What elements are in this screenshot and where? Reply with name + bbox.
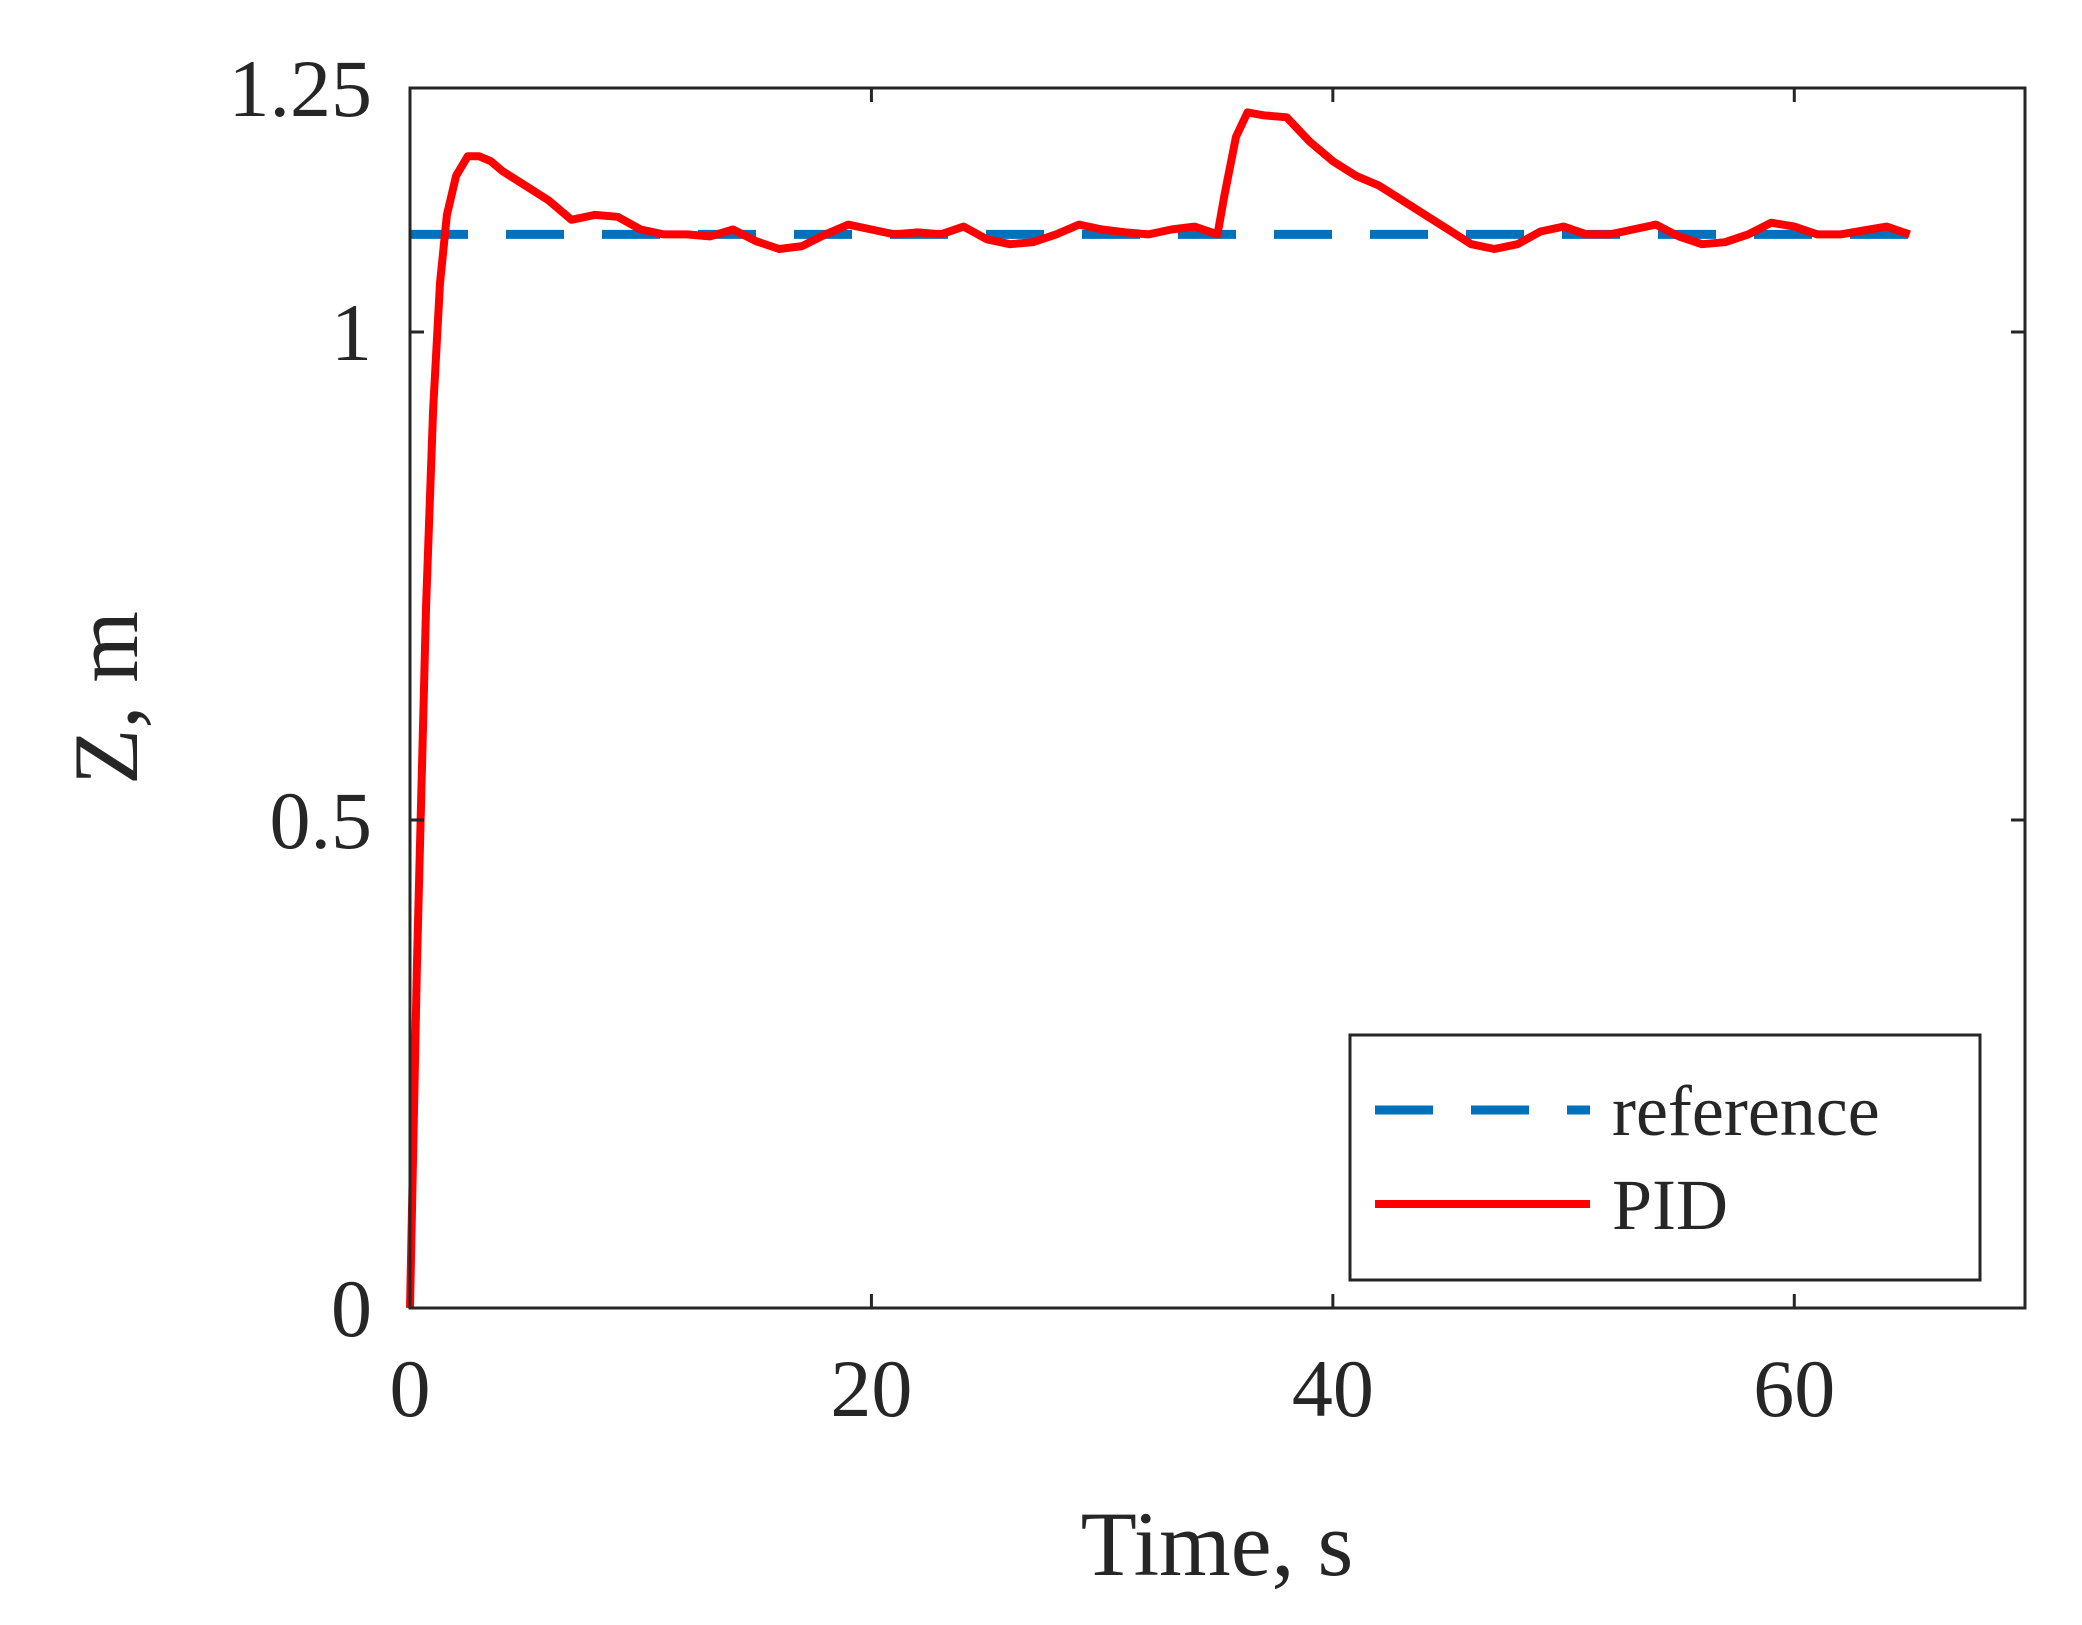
- legend-box: [1348, 1033, 1982, 1282]
- x-tick-label: 0: [390, 1343, 431, 1434]
- y-axis-title: Z, m: [55, 611, 157, 785]
- x-tick-label: 20: [830, 1343, 912, 1434]
- y-tick-label: 0.5: [270, 775, 373, 866]
- axis-ticks: 0 20 40 60 0 0.5 1 1.25: [229, 43, 2025, 1434]
- series-line-pid: [406, 108, 1911, 1309]
- legend-label-pid: PID: [1612, 1165, 1728, 1245]
- plot-series: [406, 108, 1911, 1309]
- legend-label-reference: reference: [1612, 1071, 1880, 1151]
- legend: reference PID: [1348, 1033, 1982, 1282]
- axes-frame: [408, 86, 2027, 1310]
- x-tick-label: 60: [1753, 1343, 1835, 1434]
- y-tick-label: 1.25: [229, 43, 373, 134]
- y-tick-label: 1: [331, 287, 372, 378]
- x-axis-title: Time, s: [1081, 1493, 1354, 1595]
- x-tick-label: 40: [1292, 1343, 1374, 1434]
- y-tick-label: 0: [331, 1263, 372, 1354]
